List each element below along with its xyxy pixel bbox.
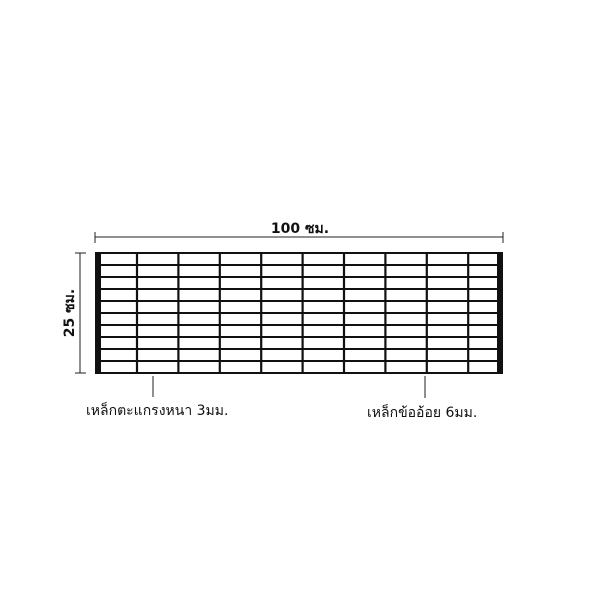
bearing-bar-label: เหล็กตะแกรงหนา 3มม. xyxy=(86,403,229,419)
grating xyxy=(95,252,503,374)
cross-bar-label: เหล็กข้ออ้อย 6มม. xyxy=(367,405,478,421)
width-label: 100 ซม. xyxy=(270,221,330,237)
height-label: 25 ซม. xyxy=(62,288,78,338)
